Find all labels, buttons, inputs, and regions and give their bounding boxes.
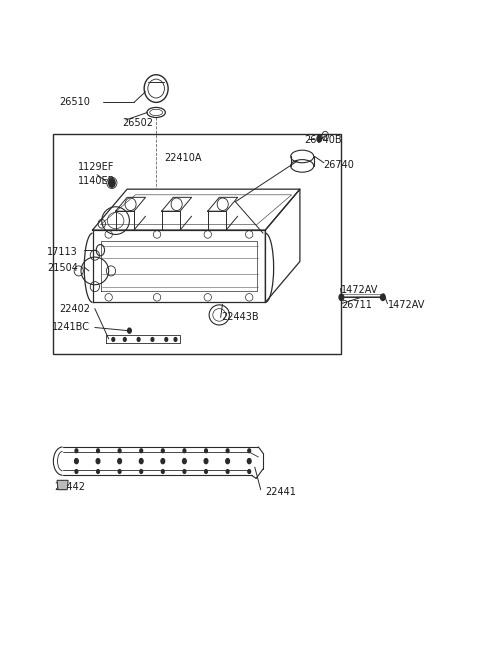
Text: 22410A: 22410A [164, 153, 202, 162]
Circle shape [165, 337, 168, 341]
Text: 22402: 22402 [59, 304, 90, 314]
Circle shape [140, 449, 143, 453]
Text: 17113: 17113 [47, 247, 78, 257]
Circle shape [140, 470, 143, 474]
Circle shape [75, 449, 78, 453]
Circle shape [128, 328, 131, 333]
Circle shape [137, 337, 140, 341]
Circle shape [96, 458, 100, 464]
Circle shape [339, 294, 344, 301]
Circle shape [226, 449, 229, 453]
Circle shape [226, 458, 229, 464]
Circle shape [174, 337, 177, 341]
Circle shape [226, 470, 229, 474]
Text: 1140ER: 1140ER [78, 176, 115, 186]
Circle shape [204, 449, 207, 453]
Text: 1241BC: 1241BC [52, 322, 90, 333]
Circle shape [183, 449, 186, 453]
Text: 1472AV: 1472AV [387, 300, 425, 310]
Circle shape [108, 178, 115, 187]
Circle shape [118, 470, 121, 474]
Text: 22442: 22442 [54, 481, 85, 491]
Text: 21504: 21504 [47, 263, 78, 272]
Text: 22443B: 22443B [222, 312, 259, 322]
Circle shape [123, 337, 126, 341]
Circle shape [118, 458, 121, 464]
Circle shape [183, 470, 186, 474]
Circle shape [75, 470, 78, 474]
Text: 26502: 26502 [122, 117, 154, 128]
Text: 22441: 22441 [265, 487, 296, 497]
Text: 26711: 26711 [341, 300, 372, 310]
Text: 1129EF: 1129EF [78, 162, 114, 172]
Circle shape [161, 449, 164, 453]
Circle shape [182, 458, 186, 464]
Circle shape [96, 470, 99, 474]
Circle shape [317, 136, 322, 142]
Circle shape [204, 470, 207, 474]
Circle shape [161, 458, 165, 464]
Text: 26510: 26510 [60, 98, 90, 107]
Circle shape [151, 337, 154, 341]
Circle shape [204, 458, 208, 464]
Circle shape [248, 470, 251, 474]
Text: 26740B: 26740B [304, 135, 342, 145]
Circle shape [161, 470, 164, 474]
Bar [53, 134, 341, 354]
Text: 1472AV: 1472AV [341, 285, 379, 295]
Circle shape [118, 449, 121, 453]
Circle shape [248, 449, 251, 453]
Circle shape [139, 458, 143, 464]
Text: 26740: 26740 [323, 160, 354, 170]
Circle shape [74, 458, 78, 464]
Circle shape [112, 337, 115, 341]
Polygon shape [57, 480, 68, 490]
Circle shape [381, 294, 385, 301]
Circle shape [96, 449, 99, 453]
Circle shape [247, 458, 251, 464]
